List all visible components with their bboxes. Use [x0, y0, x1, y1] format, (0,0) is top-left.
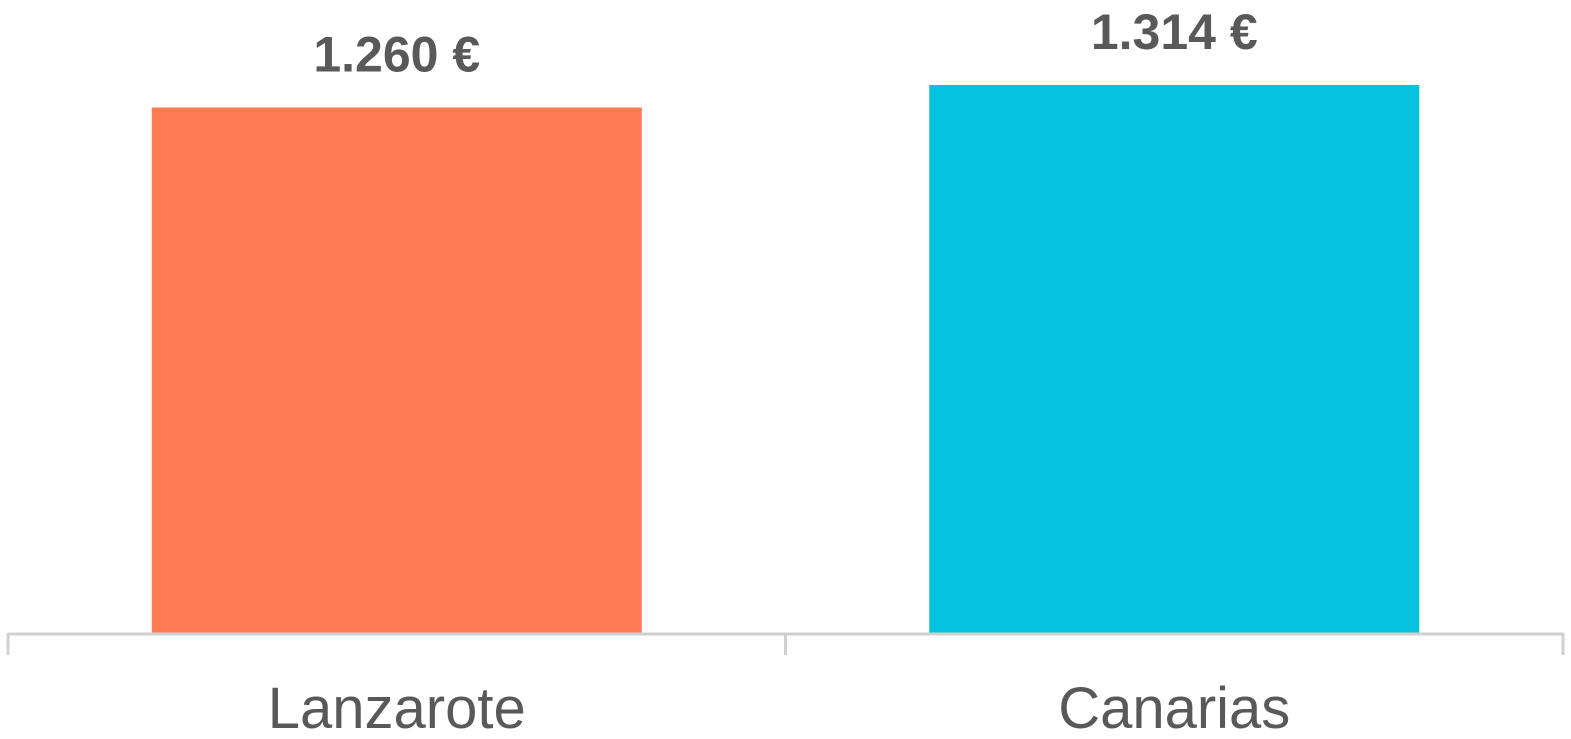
x-tick-label: Canarias	[1058, 676, 1290, 739]
value-label: 1.314 €	[1091, 4, 1258, 60]
x-tick-label: Lanzarote	[268, 676, 526, 739]
value-label: 1.260 €	[313, 27, 480, 83]
bar	[151, 107, 642, 633]
bar	[929, 85, 1420, 633]
